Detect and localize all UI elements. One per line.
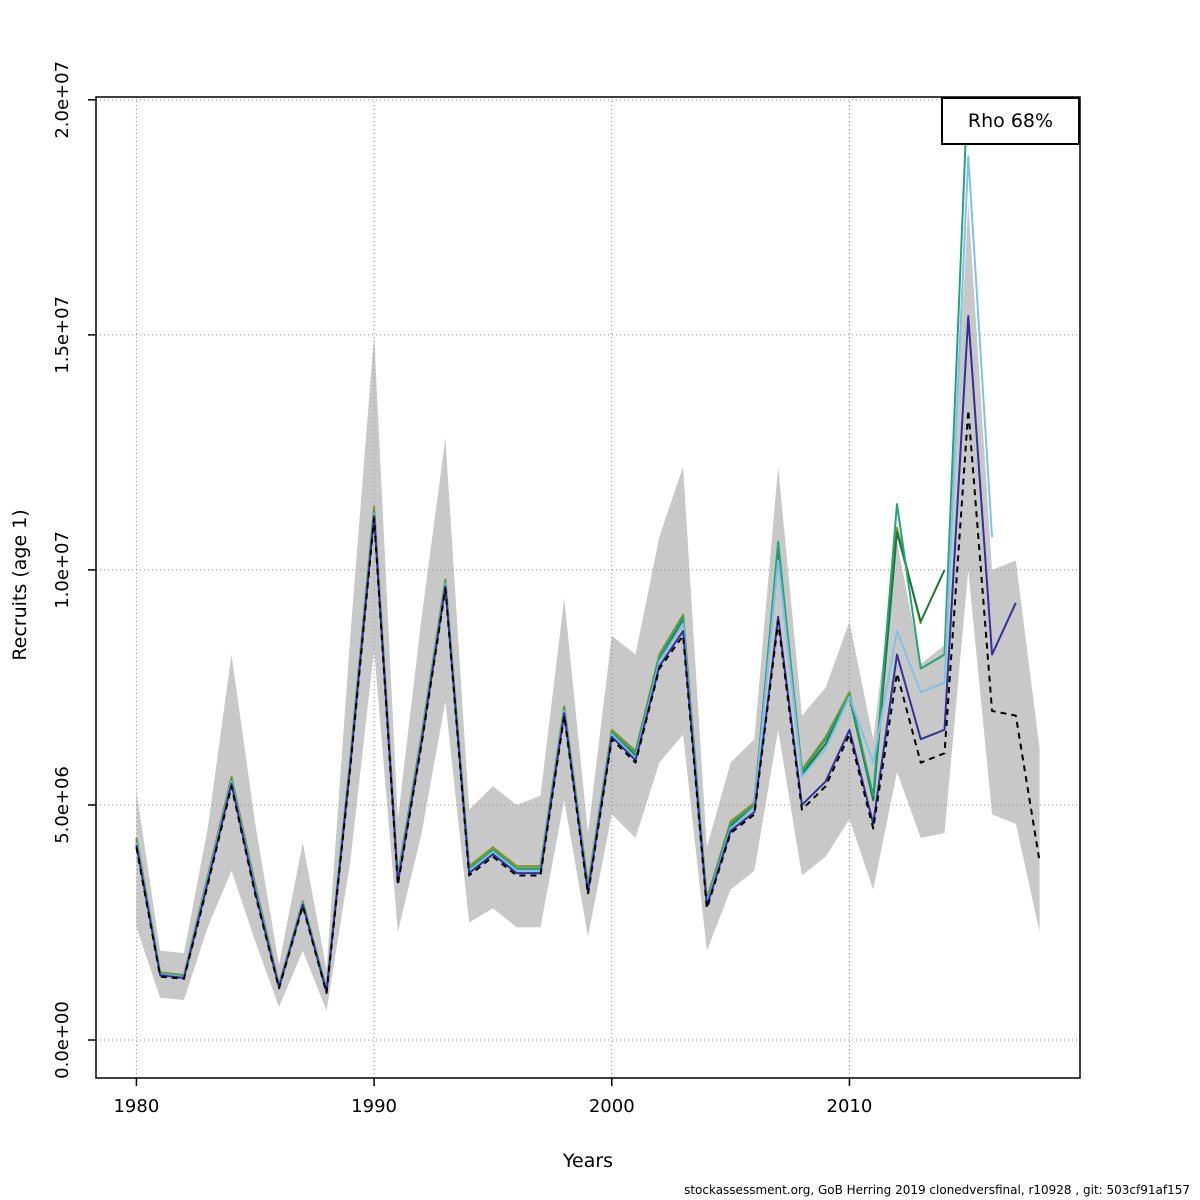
x-tick-label: 2010 xyxy=(827,1096,873,1117)
x-tick-label: 1990 xyxy=(351,1096,397,1117)
y-tick-label: 1.5e+07 xyxy=(52,296,73,374)
y-tick-label: 5.0e+06 xyxy=(52,766,73,844)
rho-legend-box: Rho 68% xyxy=(941,97,1080,145)
y-tick-label: 1.0e+07 xyxy=(52,531,73,609)
x-tick-label: 1980 xyxy=(113,1096,159,1117)
plot-area xyxy=(96,97,1080,1078)
footer-attribution: stockassessment.org, GoB Herring 2019 cl… xyxy=(684,1183,1190,1197)
y-tick-label: 0.0e+00 xyxy=(52,1001,73,1079)
y-axis-label: Recruits (age 1) xyxy=(9,509,31,661)
x-axis-label: Years xyxy=(562,1150,614,1172)
confidence-band xyxy=(136,203,1040,1011)
plot-frame xyxy=(95,96,1081,1079)
y-tick-label: 2.0e+07 xyxy=(52,61,73,139)
x-tick-label: 2000 xyxy=(589,1096,635,1117)
rho-legend-label: Rho 68% xyxy=(967,110,1054,132)
base-run xyxy=(135,409,1041,995)
retro-peel-2016 xyxy=(135,155,994,993)
